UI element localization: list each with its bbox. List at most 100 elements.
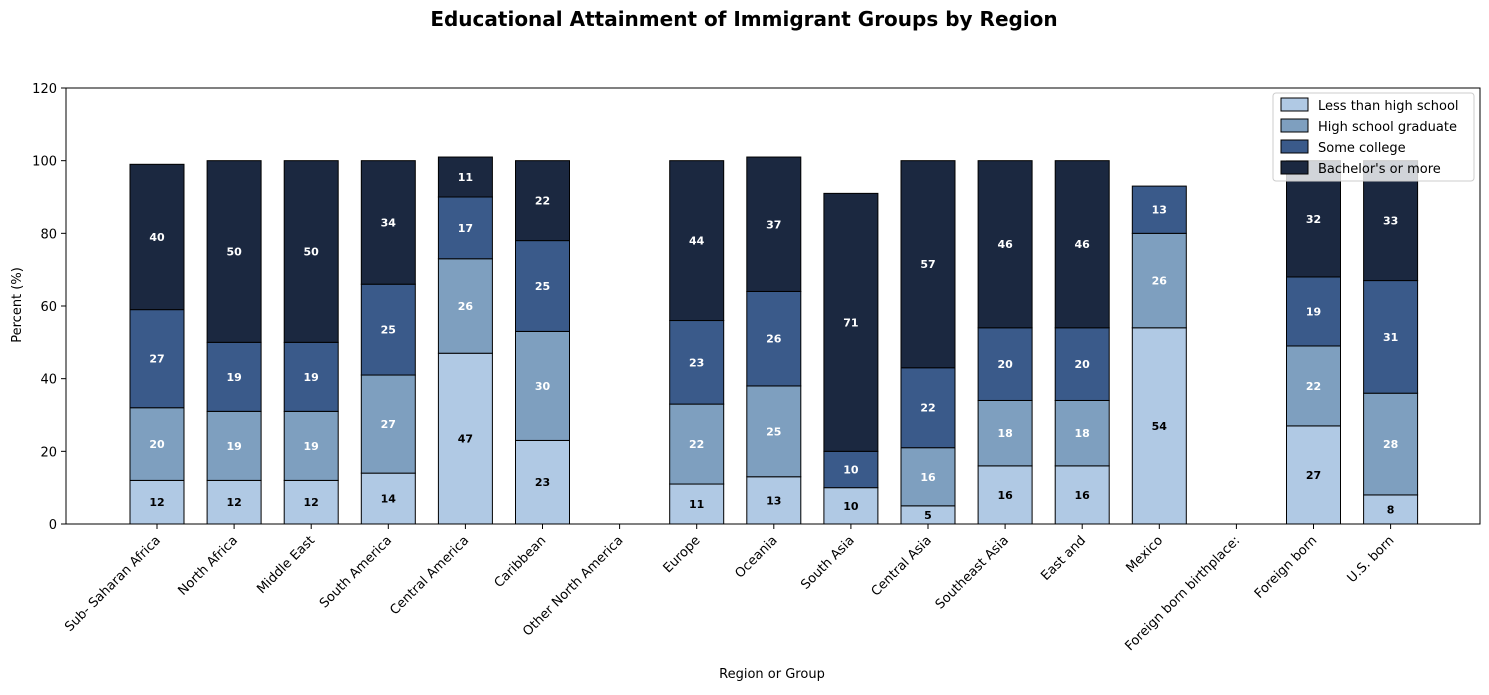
- y-tick-label: 80: [40, 227, 57, 242]
- data-label: 18: [997, 427, 1012, 440]
- bar-segment: [900, 367, 956, 449]
- data-label: 11: [689, 498, 704, 511]
- bar-segment: [515, 439, 570, 525]
- data-label: 40: [149, 231, 165, 244]
- bar-segment: [977, 160, 1033, 329]
- data-label: 23: [535, 476, 550, 489]
- data-label: 19: [1306, 305, 1321, 318]
- data-label: 28: [1383, 438, 1398, 451]
- data-label: 16: [1075, 489, 1091, 502]
- data-label: 12: [226, 496, 241, 509]
- bar-segment: [1286, 425, 1341, 525]
- bar-segment: [283, 341, 339, 412]
- data-label: 11: [458, 171, 473, 184]
- data-label: 22: [920, 402, 935, 415]
- legend-label: Some college: [1318, 141, 1406, 156]
- data-label: 20: [1075, 358, 1091, 371]
- bar-segment: [129, 407, 185, 481]
- x-tick-label: North Africa: [175, 533, 240, 598]
- labels-layer: 12 20 27 40 12 19 19 50 12 19 19 50 14 27 25 34 47 26 17 11…: [149, 171, 1398, 522]
- bar-segment: [1286, 276, 1341, 347]
- x-tick-label: Mexico: [1123, 533, 1166, 576]
- x-tick-label: Foreign born: [1252, 533, 1320, 601]
- data-label: 19: [304, 440, 319, 453]
- legend-swatch: [1280, 160, 1309, 175]
- data-label: 22: [1306, 380, 1321, 393]
- data-label: 46: [1075, 238, 1091, 251]
- data-label: 27: [381, 418, 396, 431]
- y-axis-label: Percent (%): [10, 267, 25, 343]
- bar-segment: [669, 160, 725, 322]
- legend-swatch: [1280, 97, 1309, 112]
- y-tick-label: 0: [49, 518, 57, 533]
- data-label: 20: [997, 358, 1013, 371]
- bar-segment: [206, 160, 262, 343]
- bar-segment: [1131, 185, 1187, 234]
- bar-segment: [746, 156, 802, 292]
- bar-segment: [360, 160, 416, 285]
- bar-segment: [515, 240, 570, 332]
- data-label: 54: [1152, 420, 1168, 433]
- legend-swatch: [1280, 118, 1309, 133]
- data-label: 16: [997, 489, 1013, 502]
- data-label: 31: [1383, 331, 1398, 344]
- y-tick-label: 100: [32, 155, 57, 170]
- data-label: 12: [149, 496, 164, 509]
- bar-segment: [1131, 232, 1187, 329]
- data-label: 22: [689, 438, 704, 451]
- x-tick-label: Central America: [387, 533, 472, 618]
- data-label: 27: [1306, 469, 1321, 482]
- data-label: 12: [304, 496, 319, 509]
- x-tick-label: Caribbean: [492, 533, 550, 591]
- data-label: 14: [381, 493, 397, 506]
- x-tick-label: Middle East: [254, 533, 318, 597]
- bar-segment: [283, 410, 339, 481]
- data-label: 16: [920, 471, 936, 484]
- x-tick-label: Europe: [661, 533, 704, 576]
- x-tick-label: South Asia: [798, 533, 858, 593]
- legend-label: Bachelor's or more: [1318, 162, 1441, 177]
- bar-segment: [360, 283, 416, 376]
- data-label: 13: [1152, 204, 1167, 217]
- x-tick-label: Oceania: [732, 533, 780, 581]
- bar-segment: [900, 447, 956, 507]
- bar-segment: [206, 341, 262, 412]
- bar-segment: [129, 479, 185, 525]
- data-label: 25: [381, 324, 396, 337]
- data-label: 5: [924, 509, 932, 522]
- bar-segment: [1363, 280, 1419, 394]
- chart-title: Educational Attainment of Immigrant Grou…: [430, 7, 1057, 31]
- data-label: 33: [1383, 215, 1398, 228]
- x-tick-label: Southeast Asia: [933, 533, 1012, 612]
- data-label: 26: [1152, 275, 1168, 288]
- data-label: 26: [458, 300, 474, 313]
- data-label: 19: [226, 371, 241, 384]
- bar-segment: [1054, 160, 1110, 329]
- bar-segment: [669, 403, 725, 485]
- data-label: 47: [458, 433, 473, 446]
- x-ticks: Sub- Saharan Africa North Africa Middle Ea…: [62, 524, 1397, 654]
- bar-segment: [977, 399, 1033, 467]
- bar-segment: [283, 160, 339, 343]
- data-label: 46: [997, 238, 1013, 251]
- data-label: 19: [304, 371, 319, 384]
- bar-segment: [669, 320, 725, 405]
- data-label: 25: [535, 280, 550, 293]
- bar-segment: [977, 465, 1033, 525]
- data-label: 8: [1387, 503, 1395, 516]
- bar-segment: [1054, 399, 1110, 467]
- data-label: 25: [766, 425, 781, 438]
- bar-segment: [1131, 327, 1187, 525]
- bar-segment: [1363, 494, 1419, 525]
- x-tick-label: South America: [317, 533, 395, 611]
- data-label: 50: [226, 246, 242, 259]
- data-label: 32: [1306, 213, 1321, 226]
- bar-segment: [746, 476, 802, 525]
- x-tick-label: U.S. born: [1345, 533, 1398, 586]
- data-label: 19: [226, 440, 241, 453]
- x-tick-label: East and: [1038, 533, 1089, 584]
- y-tick-label: 120: [32, 82, 57, 97]
- data-label: 13: [766, 494, 781, 507]
- bar-segment: [746, 385, 802, 478]
- data-label: 10: [843, 500, 859, 513]
